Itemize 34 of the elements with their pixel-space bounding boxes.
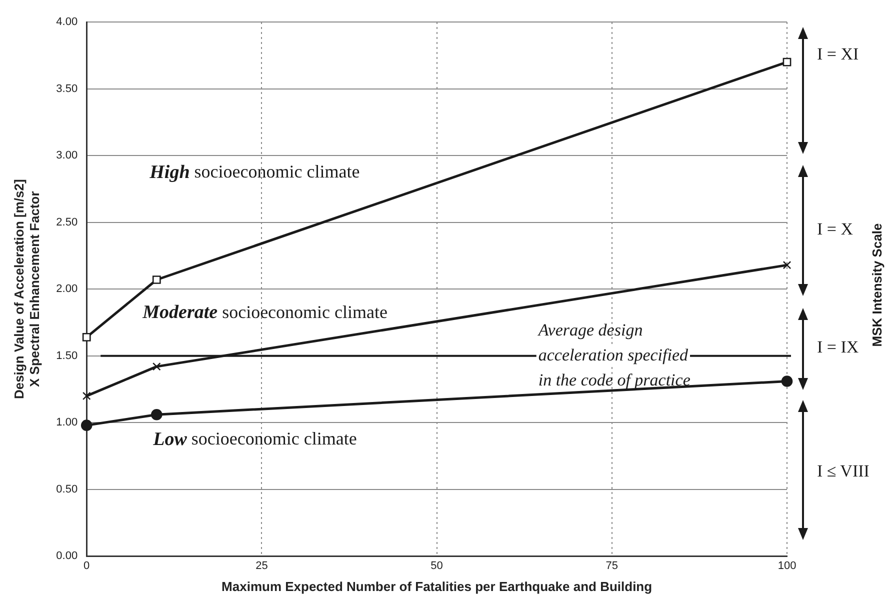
point [82, 332, 91, 342]
y-tick-label: 3.00 [56, 150, 78, 162]
x-tick-label: 0 [84, 560, 90, 572]
y-tick-label: 1.50 [56, 350, 78, 362]
text: I = X [817, 219, 854, 238]
series-label: Low socioeconomic climate [152, 428, 357, 450]
point [152, 276, 161, 284]
ref-line-label: Average design acceleration specified in the code of practice [537, 320, 691, 390]
text: I = XI [817, 44, 860, 64]
y-tick-label: 2.50 [56, 216, 78, 228]
y-tick-label: 1.00 [56, 416, 78, 429]
y-tick-label: 3.50 [56, 82, 78, 95]
y-tick-label: 0.00 [56, 550, 78, 562]
point [782, 58, 792, 66]
x-tick-label: 75 [606, 560, 618, 572]
point [782, 260, 792, 270]
text: I = IX [817, 337, 859, 356]
series-label: Moderate socioeconomic climate [142, 302, 388, 324]
point [82, 392, 91, 400]
text: MSK Intensity Scale [870, 223, 885, 347]
point [80, 420, 92, 431]
x-axis-title: Maximum Expected Number of Fatalities per Earthquake and Building [222, 578, 652, 594]
x-tick-label: 25 [256, 560, 268, 572]
point [151, 408, 162, 420]
point [781, 376, 793, 387]
y-tick-label: 2.00 [56, 283, 78, 296]
y-axis-title: Design Value of Acceleration [m/s2] X Spectral Enhancement Factor [11, 179, 42, 400]
x-tick-label: 50 [430, 560, 443, 572]
y-tick-label: 0.50 [56, 483, 78, 496]
x-tick-label: 100 [778, 560, 796, 572]
text: I ≤ VIII [817, 461, 870, 480]
series-label: High socioeconomic climate [148, 162, 360, 183]
y-tick-label: 4.00 [56, 16, 78, 28]
point [152, 362, 161, 371]
